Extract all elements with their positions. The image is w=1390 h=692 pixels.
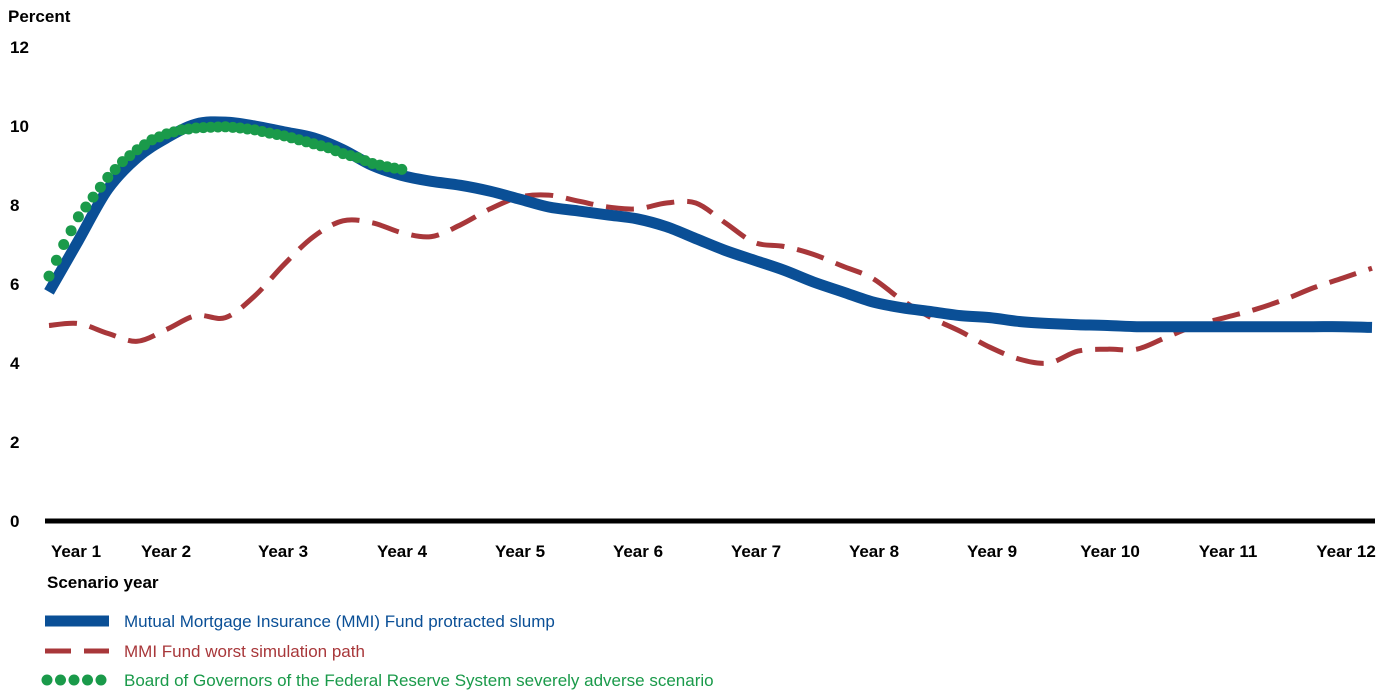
data-point bbox=[44, 271, 55, 282]
x-tick-label: Year 4 bbox=[377, 542, 428, 561]
legend-item: Board of Governors of the Federal Reserv… bbox=[42, 671, 714, 690]
y-tick-label: 4 bbox=[10, 354, 20, 373]
legend-label: MMI Fund worst simulation path bbox=[124, 642, 365, 661]
x-tick-label: Year 5 bbox=[495, 542, 545, 561]
data-point bbox=[51, 255, 62, 266]
data-point bbox=[80, 202, 91, 213]
x-tick-label: Year 12 bbox=[1316, 542, 1376, 561]
x-tick-label: Year 9 bbox=[967, 542, 1017, 561]
y-tick-label: 8 bbox=[10, 196, 19, 215]
y-tick-label: 2 bbox=[10, 433, 19, 452]
data-point bbox=[58, 239, 69, 250]
legend-item: Mutual Mortgage Insurance (MMI) Fund pro… bbox=[45, 612, 555, 631]
data-point bbox=[66, 225, 77, 236]
x-axis: Year 1 Year 2 Year 3 Year 4 Year 5 Year 6 Year… bbox=[51, 542, 1376, 561]
y-tick-label: 6 bbox=[10, 275, 19, 294]
legend-item: MMI Fund worst simulation path bbox=[45, 642, 365, 661]
x-tick-label: Year 10 bbox=[1080, 542, 1140, 561]
data-point bbox=[88, 192, 99, 203]
legend-label: Mutual Mortgage Insurance (MMI) Fund pro… bbox=[124, 612, 555, 631]
x-tick-label: Year 7 bbox=[731, 542, 781, 561]
legend-dot bbox=[69, 675, 80, 686]
data-point bbox=[73, 211, 84, 222]
series-worst-simulation-line bbox=[49, 195, 1372, 364]
x-tick-label: Year 1 bbox=[51, 542, 101, 561]
y-tick-label: 10 bbox=[10, 117, 29, 136]
x-tick-label: Year 11 bbox=[1199, 542, 1258, 561]
x-tick-label: Year 6 bbox=[613, 542, 663, 561]
legend-dot bbox=[96, 675, 107, 686]
y-axis-label: Percent bbox=[8, 7, 71, 26]
y-tick-label: 0 bbox=[10, 512, 19, 531]
plot-area bbox=[44, 121, 1373, 363]
x-tick-label: Year 2 bbox=[141, 542, 191, 561]
legend-label: Board of Governors of the Federal Reserv… bbox=[124, 671, 714, 690]
legend-dot bbox=[42, 675, 53, 686]
x-axis-label: Scenario year bbox=[47, 573, 159, 592]
y-tick-label: 12 bbox=[10, 38, 29, 57]
legend-dot bbox=[82, 675, 93, 686]
series-protracted-slump-line bbox=[49, 122, 1372, 328]
x-tick-label: Year 3 bbox=[258, 542, 308, 561]
y-axis: 0 2 4 6 8 10 12 bbox=[10, 38, 29, 531]
legend-dot bbox=[55, 675, 66, 686]
data-point bbox=[95, 182, 106, 193]
data-point bbox=[396, 164, 407, 175]
legend-swatch bbox=[42, 675, 107, 686]
legend: Mutual Mortgage Insurance (MMI) Fund pro… bbox=[42, 612, 714, 690]
x-tick-label: Year 8 bbox=[849, 542, 899, 561]
